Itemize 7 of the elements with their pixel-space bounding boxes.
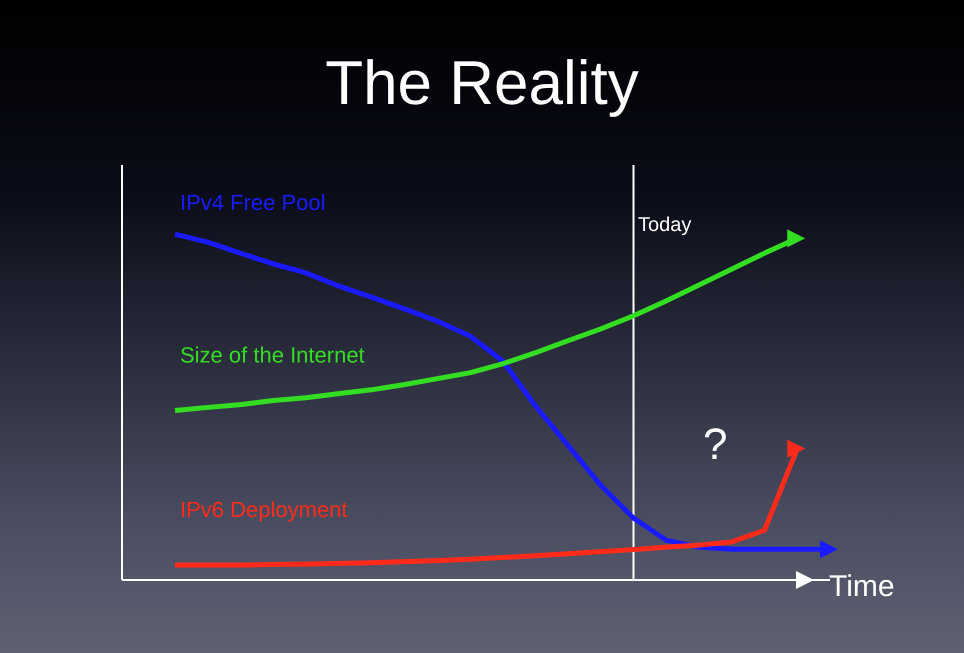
x-axis-title: Time xyxy=(829,570,895,604)
annotation: ? xyxy=(703,420,728,470)
series-label: IPv4 Free Pool xyxy=(180,190,326,216)
annotation: Today xyxy=(638,214,692,237)
chart-title: The Reality xyxy=(324,48,640,119)
series-label: IPv6 Deployment xyxy=(180,497,348,522)
series-label: Size of the Internet xyxy=(180,342,365,368)
